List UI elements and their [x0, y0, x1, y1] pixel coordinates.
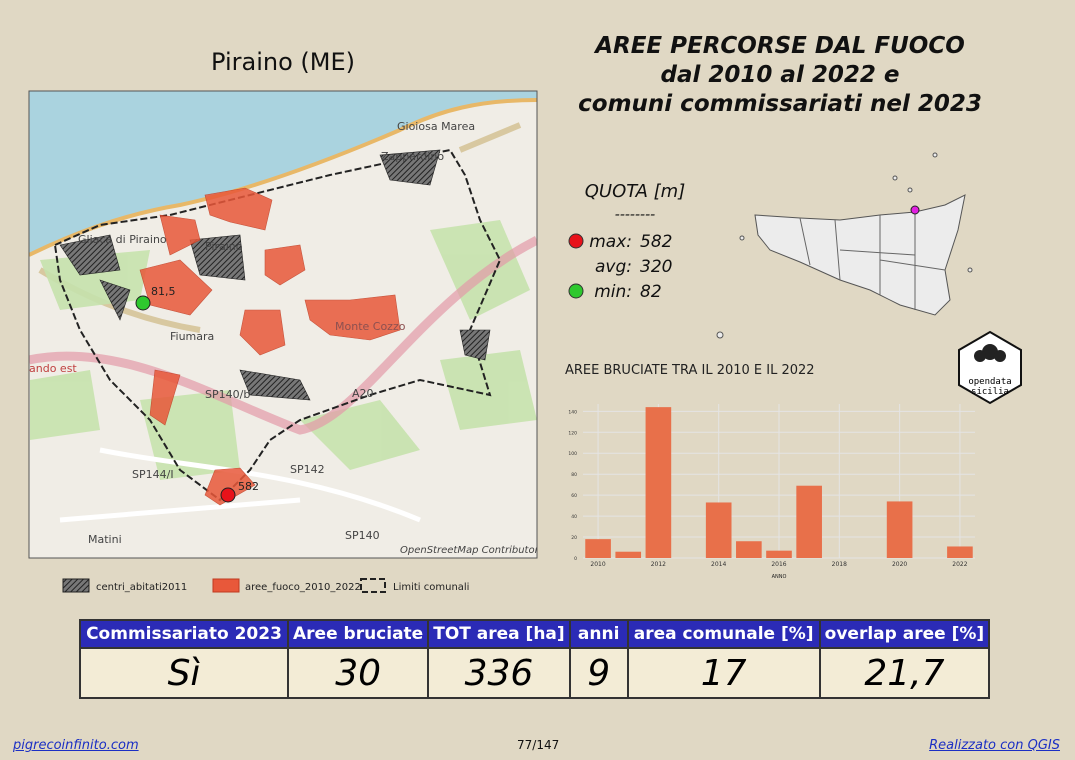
attribution: OpenStreetMap Contributor: [400, 545, 540, 556]
y-tick-label: 120: [568, 430, 577, 436]
road-label: SP144/I: [132, 468, 174, 481]
header: AREE PERCORSE DAL FUOCO dal 2010 al 2022…: [560, 32, 1000, 119]
legend-swatch: [62, 578, 90, 593]
table-cell: 30: [286, 647, 430, 699]
quota-title: QUOTA [m]: [585, 181, 685, 202]
y-tick-label: 80: [571, 472, 577, 478]
sicily: [716, 152, 973, 339]
bar: [705, 502, 732, 558]
x-axis-label: ANNO: [772, 574, 787, 580]
footer-link: pigrecoinfinito.com: [13, 738, 139, 753]
place-label: Fiumara: [170, 330, 214, 343]
road-label: A20: [352, 387, 374, 400]
legend-swatch: [212, 578, 240, 593]
table-header-cell: Aree bruciate: [286, 619, 430, 649]
title-line: dal 2010 al 2022 e: [660, 62, 900, 88]
table-cell: 9: [568, 647, 629, 699]
place-label: Monte Cozzo: [335, 320, 406, 333]
place-label: Piraino: [205, 240, 243, 253]
x-tick-label: 2010: [590, 561, 605, 568]
bar: [766, 550, 792, 558]
point-label: 582: [238, 480, 259, 493]
logo-text: opendata: [968, 377, 1011, 387]
bar: [645, 407, 672, 558]
place-label: Gioiosa Marea: [397, 120, 475, 133]
legend-label: aree_fuoco_2010_2022: [245, 582, 361, 593]
table-header-cell: overlap aree [%]: [818, 619, 991, 649]
chart-title: AREE BRUCIATE TRA IL 2010 E IL 2022: [565, 363, 815, 378]
bar: [615, 551, 642, 558]
table-cell: 21,7: [818, 647, 991, 699]
x-tick-label: 2016: [771, 561, 786, 568]
logo: opendata sicilia: [958, 330, 1022, 405]
min-point: [135, 295, 151, 311]
bar: [947, 546, 973, 558]
x-tick-label: 2018: [832, 561, 847, 568]
road-label: SP142: [290, 463, 325, 476]
table-header-cell: TOT area [ha]: [427, 619, 571, 649]
x-tick-label: 2022: [952, 561, 967, 568]
quota-label: max:: [589, 232, 632, 252]
y-tick-label: 60: [571, 493, 577, 499]
y-tick-label: 100: [568, 451, 577, 457]
footer-link: Realizzato con QGIS: [929, 738, 1060, 753]
graphics: Gioiosa Marea Zappardino Gliaca di Pirai…: [28, 90, 1022, 593]
y-tick-label: 20: [571, 535, 577, 541]
quota: QUOTA [m] -------- max: 582 avg: 320 min: 82: [568, 181, 685, 302]
y-tick-label: 140: [568, 409, 577, 415]
bar: [736, 541, 762, 558]
bar: [585, 539, 611, 558]
legend-label: centri_abitati2011: [96, 582, 187, 593]
point-label: 81,5: [151, 285, 176, 298]
quota-dot: [568, 283, 584, 299]
quota-value: 82: [640, 282, 662, 302]
logo-text: sicilia: [971, 387, 1009, 397]
place-label: ando est: [29, 362, 77, 375]
quota-dot: [568, 233, 584, 249]
table-row: Sì 30 336 9 17 21,7: [79, 647, 991, 699]
y-tick-label: 0: [574, 556, 577, 562]
page-number: 77/147: [517, 738, 560, 752]
table-header-cell: area comunale [%]: [626, 619, 821, 649]
summary-table: Commissariato 2023 Aree bruciate TOT area …: [79, 619, 991, 699]
table-header-cell: Commissariato 2023: [79, 619, 289, 649]
title-line: AREE PERCORSE DAL FUOCO: [595, 33, 965, 59]
table-header: Commissariato 2023 Aree bruciate TOT area …: [79, 619, 991, 649]
table-cell: 17: [626, 647, 821, 699]
place-label: Matini: [88, 533, 122, 546]
quota-separator: --------: [615, 207, 655, 223]
table-cell: Sì: [79, 647, 289, 699]
road-label: SP140/b: [205, 388, 250, 401]
bar: [886, 501, 913, 558]
quota-value: 582: [640, 232, 672, 252]
road-label: SP140: [345, 529, 380, 542]
title-line: comuni commissariati nel 2023: [578, 91, 982, 117]
legend-label: Limiti comunali: [393, 582, 469, 593]
table-header-cell: anni: [568, 619, 629, 649]
max-point: [220, 487, 236, 503]
quota-value: 320: [640, 257, 672, 277]
x-tick-label: 2012: [651, 561, 666, 568]
table-cell: 336: [427, 647, 571, 699]
x-tick-label: 2020: [892, 561, 907, 568]
x-tick-label: 2014: [711, 561, 726, 568]
quota-label: avg:: [595, 257, 632, 277]
map-frame: [28, 90, 538, 559]
quota-label: min:: [594, 282, 632, 302]
bar-chart: 0 20 40 60 80 100 120 140 2010 2012 2014 2016 2018 20…: [568, 404, 975, 568]
y-tick-label: 40: [571, 514, 577, 520]
place-label: Zappardino: [381, 150, 444, 163]
map-title: Piraino (ME): [211, 48, 355, 76]
map: Gioiosa Marea Zappardino Gliaca di Pirai…: [29, 91, 540, 558]
place-label: Gliaca di Piraino: [78, 233, 167, 246]
bar: [796, 485, 822, 558]
legend-swatch: [360, 578, 386, 593]
